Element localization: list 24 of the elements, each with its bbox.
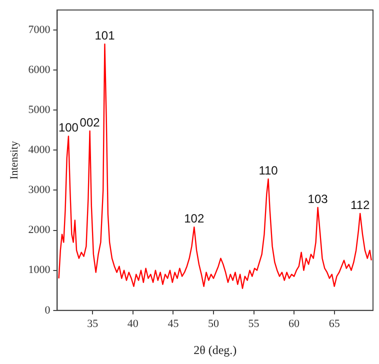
x-tick-label: 65: [328, 318, 340, 330]
annotation: 002: [80, 115, 100, 130]
y-tick-label: 3000: [28, 184, 51, 196]
y-tick-label: 7000: [28, 24, 51, 36]
y-tick-label: 4000: [28, 144, 51, 156]
x-tick-label: 40: [127, 318, 139, 330]
annotation: 112: [350, 198, 370, 212]
annotation: 110: [258, 163, 278, 178]
x-tick-label: 35: [87, 318, 99, 330]
x-tick-label: 45: [168, 318, 180, 330]
x-tick-label: 55: [248, 318, 260, 330]
annotation: 103: [308, 192, 328, 206]
y-tick-label: 2000: [28, 224, 51, 236]
y-tick-label: 0: [44, 304, 51, 316]
x-tick-label: 50: [208, 318, 220, 330]
y-tick-label: 5000: [28, 104, 51, 116]
annotation: 100: [58, 120, 79, 134]
y-tick-label: 1000: [28, 264, 51, 276]
annotation: 102: [184, 211, 204, 226]
y-tick-label: 6000: [28, 64, 51, 76]
x-axis-title: 2θ (deg.): [194, 342, 237, 357]
y-axis-title: Intensity: [8, 140, 20, 180]
x-tick-label: 60: [288, 318, 300, 330]
annotation: 101: [94, 28, 116, 42]
